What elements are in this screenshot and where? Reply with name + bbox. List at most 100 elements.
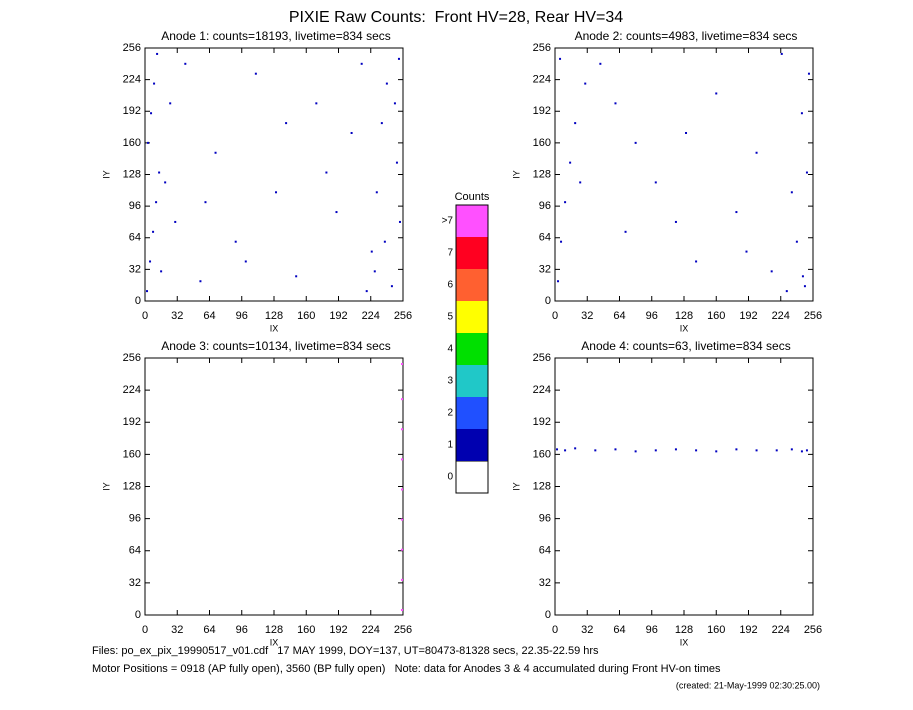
colorbar-label: 2 [447, 408, 453, 419]
x-tick-label: 128 [265, 310, 283, 322]
data-point [169, 102, 172, 105]
y-tick-label: 224 [533, 384, 551, 396]
plot-frame [554, 47, 814, 302]
data-point [400, 398, 403, 401]
data-point [370, 250, 373, 253]
figure-title: PIXIE Raw Counts: Front HV=28, Rear HV=3… [289, 9, 623, 26]
data-point [805, 171, 808, 174]
data-point [674, 220, 677, 223]
data-point [755, 449, 758, 452]
data-point [400, 488, 403, 491]
y-tick-label: 224 [123, 384, 141, 396]
colorbar-label: 5 [447, 312, 453, 323]
y-tick-label: 32 [539, 577, 551, 589]
y-tick-label: 128 [533, 168, 551, 180]
colorbar-label: >7 [442, 216, 454, 227]
data-point [315, 102, 318, 105]
colorbar-swatch [456, 429, 488, 461]
data-point [360, 62, 363, 65]
x-tick-label: 64 [203, 624, 215, 636]
data-point [780, 52, 783, 55]
x-axis-label: IX [270, 323, 279, 333]
data-point [325, 171, 328, 174]
x-tick-label: 96 [236, 310, 248, 322]
x-tick-label: 0 [552, 624, 558, 636]
data-point [400, 458, 403, 461]
x-tick-label: 192 [329, 310, 347, 322]
y-axis-label: IY [101, 482, 111, 491]
data-point [807, 72, 810, 75]
footer-line: Files: po_ex_pix_19990517_v01.cdf 17 MAY… [92, 645, 599, 657]
y-tick-label: 0 [135, 609, 141, 621]
data-point [800, 112, 803, 115]
data-point [373, 270, 376, 273]
data-point [556, 448, 559, 451]
data-point [800, 450, 803, 453]
x-tick-label: 32 [171, 310, 183, 322]
data-point [350, 131, 353, 134]
data-point [805, 449, 808, 452]
y-tick-label: 128 [123, 480, 141, 492]
y-tick-label: 96 [129, 200, 141, 212]
data-point [398, 220, 401, 223]
y-tick-label: 128 [533, 480, 551, 492]
panel-title: Anode 3: counts=10134, livetime=834 secs [161, 339, 391, 353]
x-axis-label: IX [270, 637, 279, 647]
data-point [244, 260, 247, 263]
data-point [775, 449, 778, 452]
data-point [400, 578, 403, 581]
x-tick-label: 128 [675, 310, 693, 322]
data-point [579, 181, 582, 184]
x-tick-label: 64 [613, 624, 625, 636]
x-tick-label: 32 [581, 310, 593, 322]
x-tick-label: 224 [362, 624, 380, 636]
data-point [400, 608, 403, 611]
colorbar-label: 3 [447, 376, 453, 387]
data-point [158, 171, 161, 174]
data-point [715, 450, 718, 453]
data-point [564, 449, 567, 452]
y-tick-label: 256 [123, 42, 141, 54]
plot-frame [554, 357, 814, 616]
y-tick-label: 0 [545, 609, 551, 621]
colorbar-label: 1 [447, 440, 453, 451]
y-tick-label: 32 [129, 577, 141, 589]
y-axis-label: IY [511, 170, 521, 179]
data-point [380, 122, 383, 125]
data-point [735, 211, 738, 214]
data-point [674, 448, 677, 451]
x-axis-label: IX [680, 637, 689, 647]
data-point [559, 57, 562, 60]
x-tick-label: 256 [394, 310, 412, 322]
data-point [735, 448, 738, 451]
colorbar-frame [455, 204, 489, 494]
data-point [745, 250, 748, 253]
data-point [254, 72, 257, 75]
y-tick-label: 32 [129, 263, 141, 275]
data-point [390, 285, 393, 288]
data-point [685, 131, 688, 134]
data-point [174, 220, 177, 223]
data-point [614, 448, 617, 451]
data-point [393, 102, 396, 105]
y-tick-label: 160 [123, 448, 141, 460]
data-point [770, 270, 773, 273]
colorbar-label: 0 [447, 472, 453, 483]
data-point [557, 280, 560, 283]
colorbar-swatch [456, 365, 488, 397]
x-tick-label: 256 [394, 624, 412, 636]
x-tick-label: 96 [646, 624, 658, 636]
y-tick-label: 0 [545, 295, 551, 307]
x-tick-label: 192 [739, 310, 757, 322]
y-tick-label: 192 [533, 416, 551, 428]
data-point [569, 161, 572, 164]
y-tick-label: 256 [123, 352, 141, 364]
data-point [801, 275, 804, 278]
x-tick-label: 224 [772, 310, 790, 322]
data-point [149, 260, 152, 263]
x-tick-label: 224 [362, 310, 380, 322]
data-point [624, 230, 627, 233]
data-point [584, 82, 587, 85]
data-point [155, 201, 158, 204]
data-point [285, 122, 288, 125]
